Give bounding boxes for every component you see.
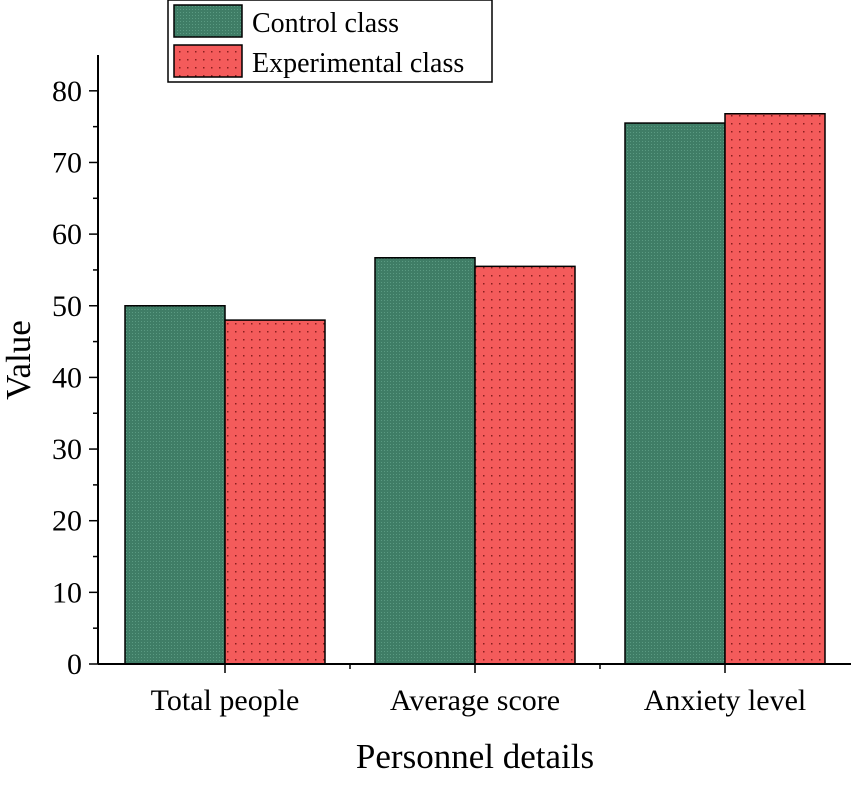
y-tick-label: 0 [67, 648, 82, 681]
x-tick-label: Average score [390, 684, 560, 717]
bar-experimental-1 [474, 265, 576, 665]
legend: Control class Experimental class [167, 0, 493, 83]
legend-label-control: Control class [252, 8, 399, 39]
x-axis-title: Personnel details [356, 737, 594, 776]
y-tick-label: 60 [52, 218, 82, 251]
x-tick-label: Anxiety level [644, 684, 806, 717]
bar-experimental-0 [224, 319, 326, 665]
x-tick-label: Total people [151, 684, 300, 717]
legend-swatch-control [173, 4, 243, 38]
bar-experimental-2 [724, 113, 826, 665]
y-axis-title: Value [0, 320, 38, 400]
y-tick-label: 20 [52, 505, 82, 538]
bar-control-2 [624, 122, 726, 665]
labels-layer: 0 10 20 30 40 50 60 70 80 Total people Average sco… [0, 75, 806, 776]
axes-layer [89, 55, 851, 673]
y-tick-label: 30 [52, 433, 82, 466]
y-tick-label: 70 [52, 146, 82, 179]
bar-control-0 [124, 305, 226, 665]
y-tick-label: 50 [52, 290, 82, 323]
bar-control-1 [374, 257, 476, 665]
bars-layer [124, 113, 826, 665]
y-tick-label: 40 [52, 361, 82, 394]
legend-swatch-experimental [173, 44, 243, 78]
y-tick-label: 80 [52, 75, 82, 108]
legend-label-experimental: Experimental class [252, 48, 464, 79]
y-tick-label: 10 [52, 576, 82, 609]
